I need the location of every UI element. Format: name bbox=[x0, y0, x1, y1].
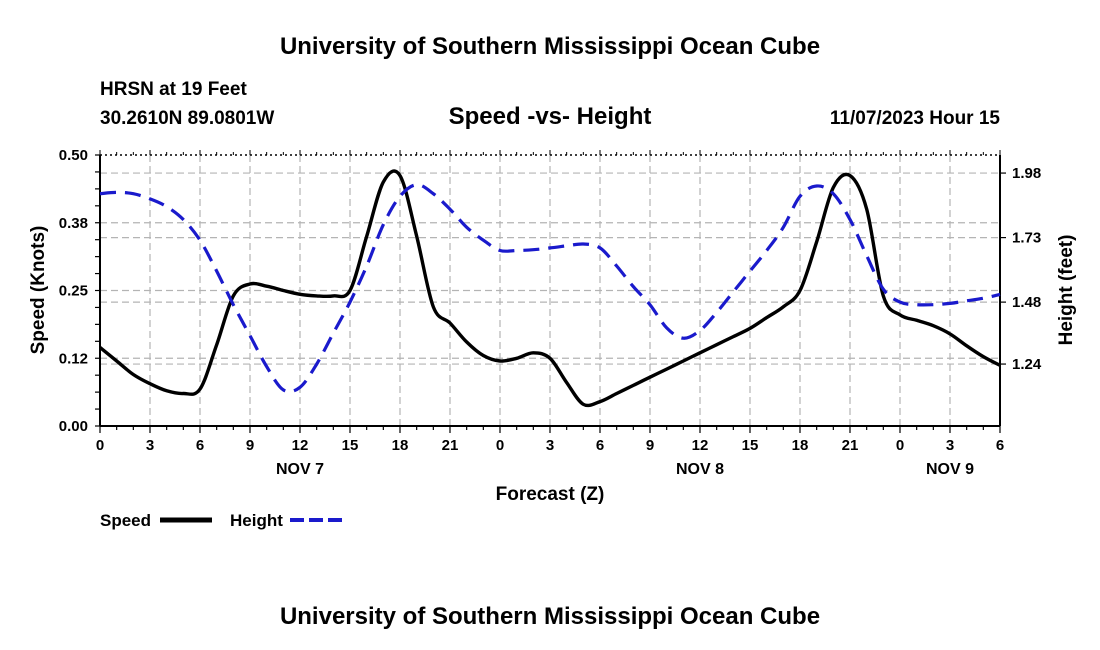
x-tick-label: 21 bbox=[442, 437, 459, 454]
x-tick-label: 12 bbox=[692, 437, 709, 454]
x-tick-label: 18 bbox=[792, 437, 809, 454]
y-tick-label: 0.00 bbox=[59, 418, 88, 435]
series bbox=[98, 169, 1001, 408]
series-line-height bbox=[99, 183, 1001, 394]
y-tick-label: 0.12 bbox=[59, 350, 88, 367]
day-label: NOV 9 bbox=[926, 461, 974, 478]
x-tick-label: 3 bbox=[146, 437, 154, 454]
legend-label-height: Height bbox=[230, 511, 283, 530]
x-axis-label: Forecast (Z) bbox=[496, 484, 605, 505]
x-tick-label: 6 bbox=[196, 437, 204, 454]
x-tick-label: 0 bbox=[96, 437, 104, 454]
x-tick-label: 3 bbox=[546, 437, 554, 454]
page-title: University of Southern Mississippi Ocean… bbox=[280, 33, 820, 60]
y-tick-label: 0.25 bbox=[59, 283, 88, 300]
x-tick-label: 15 bbox=[742, 437, 759, 454]
day-label: NOV 8 bbox=[676, 461, 724, 478]
y2-tick-label: 1.48 bbox=[1012, 294, 1041, 311]
station-name: HRSN at 19 Feet bbox=[100, 79, 247, 100]
x-tick-label: 0 bbox=[496, 437, 504, 454]
y2-tick-label: 1.24 bbox=[1012, 356, 1042, 373]
x-tick-label: 0 bbox=[896, 437, 904, 454]
y2-tick-label: 1.98 bbox=[1012, 165, 1041, 182]
chart-title: Speed -vs- Height bbox=[449, 103, 652, 130]
y-tick-label: 0.50 bbox=[59, 147, 88, 164]
station-coords: 30.2610N 89.0801W bbox=[100, 108, 274, 129]
axes bbox=[95, 150, 1006, 433]
tick-labels: 0 3 6 9 12 15 18 21 0 3 6 9 12 15 18 21 0 3 6 0.00 0.12 0.25 0… bbox=[59, 147, 1042, 478]
x-tick-label: 6 bbox=[596, 437, 604, 454]
x-tick-label: 3 bbox=[946, 437, 954, 454]
x-tick-label: 12 bbox=[292, 437, 309, 454]
y-tick-label: 0.38 bbox=[59, 215, 88, 232]
legend: Speed Height bbox=[100, 511, 342, 530]
y-axis-label: Speed (Knots) bbox=[28, 226, 49, 355]
forecast-time: 11/07/2023 Hour 15 bbox=[830, 108, 1000, 129]
footer-title: University of Southern Mississippi Ocean… bbox=[280, 603, 820, 630]
x-tick-label: 9 bbox=[646, 437, 654, 454]
x-tick-label: 18 bbox=[392, 437, 409, 454]
day-label: NOV 7 bbox=[276, 461, 324, 478]
legend-label-speed: Speed bbox=[100, 511, 151, 530]
y2-tick-label: 1.73 bbox=[1012, 230, 1041, 247]
series-line-speed bbox=[98, 169, 1001, 408]
x-tick-label: 9 bbox=[246, 437, 254, 454]
x-tick-label: 6 bbox=[996, 437, 1004, 454]
x-tick-label: 21 bbox=[842, 437, 859, 454]
x-tick-label: 15 bbox=[342, 437, 359, 454]
y2-axis-label: Height (feet) bbox=[1056, 235, 1077, 346]
